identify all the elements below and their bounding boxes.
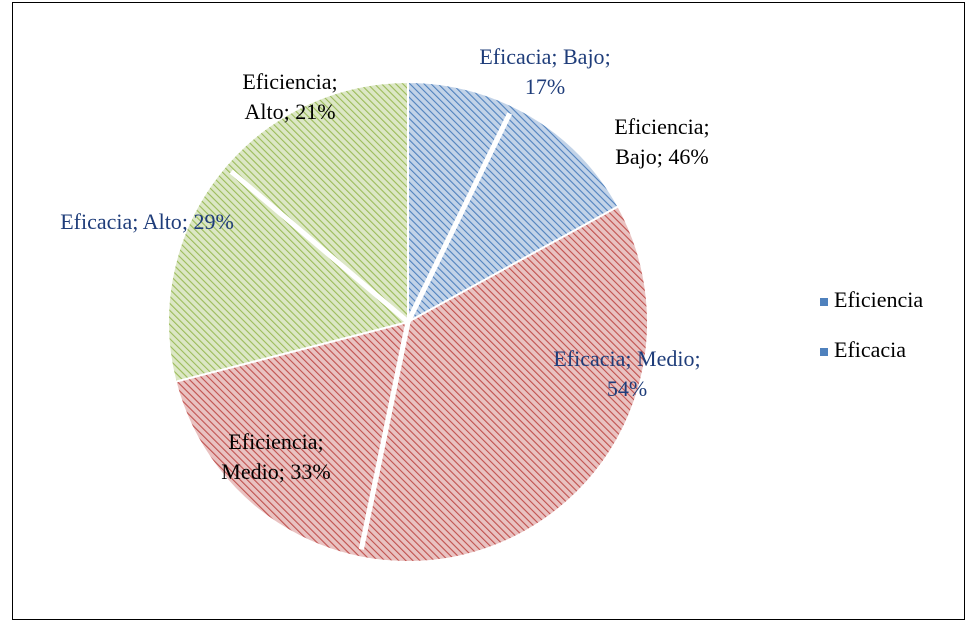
- label-part: Medio: [221, 459, 279, 484]
- label-part: Eficacia: [60, 209, 133, 234]
- data-label: Eficacia; Bajo; 17%: [465, 42, 625, 102]
- label-part: ;: [604, 44, 611, 69]
- label-part: 33%: [290, 459, 331, 484]
- label-part: 29%: [193, 209, 234, 234]
- label-part: ;: [283, 99, 296, 124]
- label-part: ;: [331, 69, 338, 94]
- label-part: ;: [181, 209, 194, 234]
- label-part: Eficiencia: [614, 114, 704, 139]
- label-part: ;: [625, 346, 638, 371]
- label-part: Bajo: [615, 144, 657, 169]
- label-part: 21%: [295, 99, 336, 124]
- pie-slice: [174, 205, 649, 563]
- label-part: Medio: [637, 346, 695, 371]
- pie-slice-edge: [229, 112, 512, 326]
- label-part: Bajo: [563, 44, 605, 69]
- label-part: ;: [703, 114, 710, 139]
- pie-slice: [407, 80, 620, 324]
- data-label: Eficiencia; Alto; 21%: [225, 67, 355, 127]
- pie-slice: [167, 80, 409, 383]
- legend-label: Eficiencia: [834, 287, 924, 312]
- label-part: 46%: [668, 144, 709, 169]
- label-part: ;: [656, 144, 669, 169]
- data-label: Eficacia; Alto; 29%: [57, 207, 237, 237]
- data-label: Eficiencia; Bajo; 46%: [592, 112, 732, 172]
- legend-marker: [820, 297, 828, 306]
- label-part: ;: [278, 459, 291, 484]
- label-part: 54%: [606, 376, 648, 401]
- label-part: Eficacia: [553, 346, 626, 371]
- legend-marker: [820, 347, 828, 356]
- legend-item: Eficiencia: [820, 287, 923, 313]
- label-part: ;: [551, 44, 563, 69]
- label-part: ;: [132, 209, 143, 234]
- label-part: Alto: [142, 209, 182, 234]
- label-part: 17%: [524, 74, 566, 99]
- label-part: Alto: [244, 99, 284, 124]
- legend-label: Eficacia: [834, 337, 907, 362]
- label-part: Eficacia: [479, 44, 552, 69]
- label-part: ;: [694, 346, 701, 371]
- chart-frame: [12, 2, 965, 620]
- label-part: Eficiencia: [228, 429, 318, 454]
- legend-item: Eficacia: [820, 337, 906, 363]
- data-label: Eficacia; Medio; 54%: [552, 344, 702, 404]
- label-part: ;: [317, 429, 324, 454]
- data-label: Eficiencia; Medio; 33%: [206, 427, 346, 487]
- label-part: Eficiencia: [242, 69, 332, 94]
